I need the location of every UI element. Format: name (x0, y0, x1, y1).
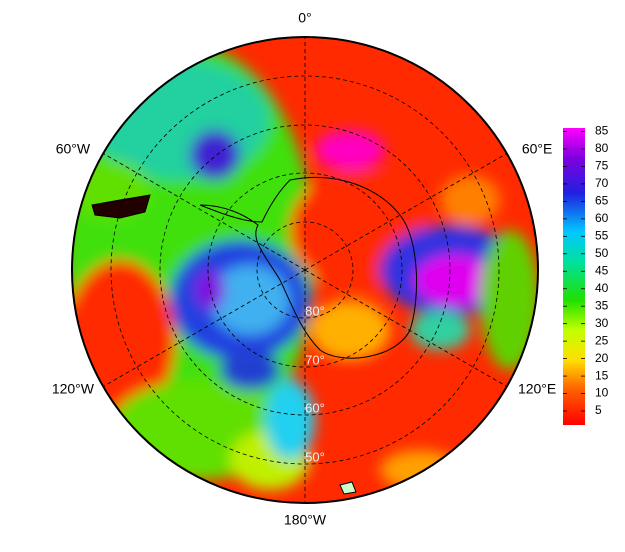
meridian-label: 120°E (518, 381, 556, 397)
colorbar-tick-label: 45 (595, 263, 609, 277)
colorbar-tick-label: 55 (595, 228, 609, 242)
meridian (304, 153, 507, 271)
parallel (256, 221, 354, 319)
colorbar-tick-label: 50 (595, 246, 609, 260)
parallel (207, 172, 403, 368)
colorbar-tick-label: 70 (595, 176, 609, 190)
meridian-label: 60°E (522, 141, 553, 157)
parallel (159, 124, 451, 416)
meridian-label: 180°W (284, 512, 327, 528)
colorbar: 5 10 15 20 25 30 35 40 45 50 55 60 65 70 75 80 85 (563, 124, 609, 425)
colorbar-gradient (563, 128, 585, 425)
colorbar-tick-label: 5 (595, 403, 602, 417)
colorbar-tick-label: 85 (595, 124, 609, 138)
meridian-label: 0° (298, 10, 311, 26)
meridian (304, 269, 507, 387)
colorbar-tick-label: 75 (595, 159, 609, 173)
colorbar-tick-label: 10 (595, 386, 609, 400)
parallel-label: 50° (305, 449, 325, 464)
colorbar-tick-label: 40 (595, 281, 609, 295)
colorbar-tick-label: 35 (595, 298, 609, 312)
colorbar-tick-label: 15 (595, 368, 609, 382)
colorbar-tick-label: 65 (595, 194, 609, 208)
colorbar-tick-label: 60 (595, 211, 609, 225)
meridian-label: 60°W (56, 141, 91, 157)
meridian (103, 153, 306, 271)
parallel-label: 60° (305, 400, 325, 415)
colorbar-tick-label: 30 (595, 316, 609, 330)
map-border (71, 36, 539, 504)
parallel-label: 70° (305, 352, 325, 367)
graticule (103, 37, 507, 503)
map-labels: 80° 70° 60° 50° 0° 60°E 120°E 180°W 120°W 60°W (52, 10, 556, 528)
meridian (103, 269, 306, 387)
parallel (110, 75, 500, 465)
colorbar-tick-label: 25 (595, 333, 609, 347)
field (72, 37, 538, 503)
colorbar-tick-label: 20 (595, 351, 609, 365)
colorbar-tick-label: 80 (595, 141, 609, 155)
meridian-label: 120°W (52, 381, 95, 397)
parallel-label: 80° (305, 303, 325, 318)
